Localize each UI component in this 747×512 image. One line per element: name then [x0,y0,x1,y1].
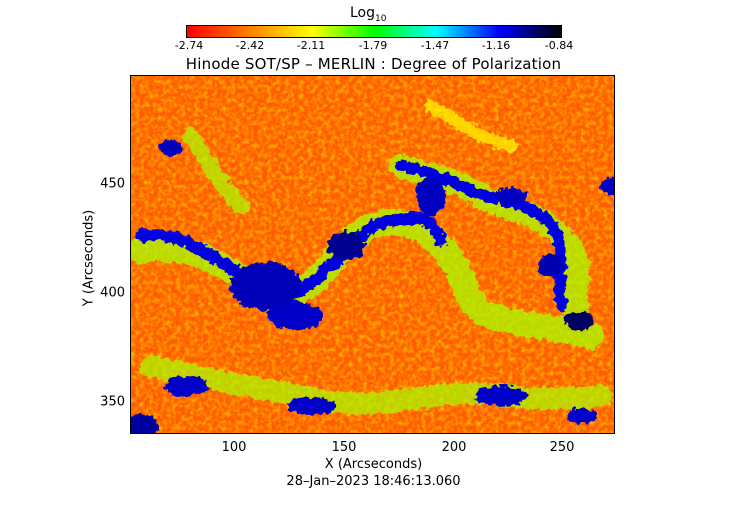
y-axis-label: Y (Arcseconds) [81,209,97,307]
colorbar-tick: -2.42 [235,39,265,52]
y-axis-tick: 400 [100,285,125,301]
colorbar-tick: -0.84 [544,39,574,52]
x-axis-tick: 150 [331,440,357,455]
colorbar-tick: -1.79 [358,39,388,52]
colorbar-tick: -1.16 [481,39,511,52]
x-axis-tick: 250 [549,440,575,455]
colorbar [186,25,562,38]
y-axis-tick: 450 [100,176,125,192]
colorbar-tick: -2.11 [296,39,326,52]
colorbar-label-text: Log [350,5,376,21]
x-axis-tick: 200 [441,440,467,455]
x-axis-tick: 100 [221,440,247,455]
x-axis-label: X (Arcseconds) [324,457,423,472]
colorbar-tick: -2.74 [174,39,204,52]
polarization-map [130,75,615,434]
y-axis-tick: 350 [100,394,125,410]
plot-title: Hinode SOT/SP – MERLIN : Degree of Polar… [185,55,562,73]
timestamp: 28–Jan–2023 18:46:13.060 [286,474,461,489]
colorbar-label-subscript: 10 [375,13,387,24]
polarization-map-image [131,76,614,433]
colorbar-label: Log10 [350,5,386,24]
colorbar-tick: -1.47 [420,39,450,52]
